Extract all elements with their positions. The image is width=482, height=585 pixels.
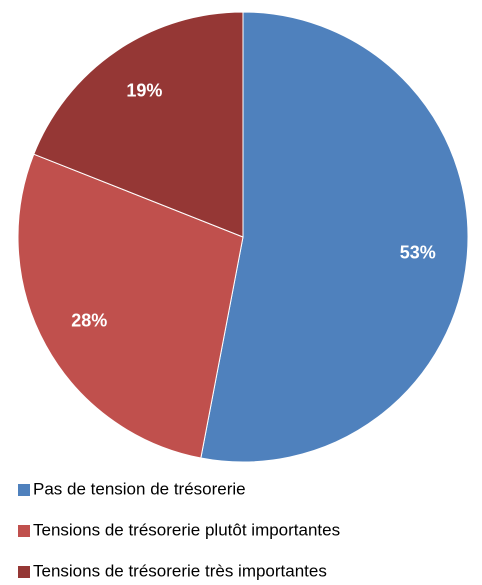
value-label: 19% [126,81,162,101]
legend-swatch [18,525,30,537]
pie-slice [33,11,244,238]
pie-slice [17,153,244,459]
pie-slice [200,11,469,463]
legend-swatch [18,484,30,496]
value-label: 53% [400,242,436,262]
legend-label: Tensions de trésorerie très importantes [33,561,327,580]
legend-swatch [18,566,30,578]
legend-label: Tensions de trésorerie plutôt importante… [33,520,340,539]
legend-label: Pas de tension de trésorerie [33,479,246,498]
value-label: 28% [71,310,107,330]
